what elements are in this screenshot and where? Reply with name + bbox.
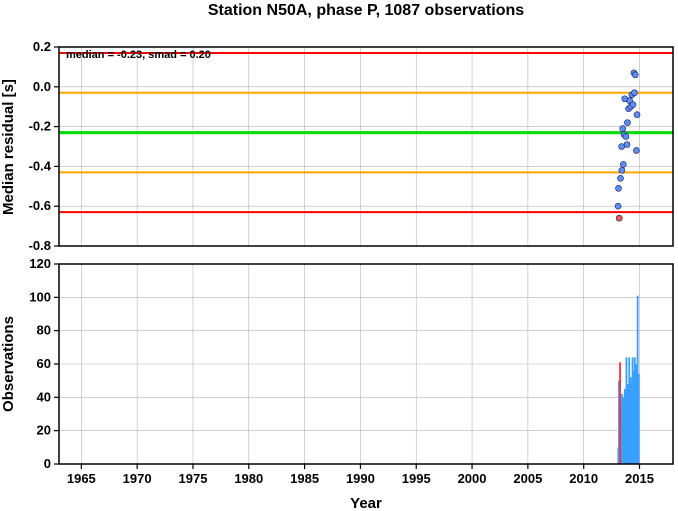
- residual-point: [620, 161, 627, 168]
- residual-point: [633, 111, 641, 118]
- y-tick-label: 40: [37, 389, 51, 404]
- x-tick-label: 1975: [179, 471, 208, 486]
- x-tick-label: 2015: [625, 471, 654, 486]
- x-tick-label: 1985: [290, 471, 319, 486]
- year-x-axis-label: Year: [350, 495, 382, 511]
- residual-point: [622, 133, 630, 140]
- residual-panel: 0.2 0.0 -0.2 -0.4 -0.6 -0.8 median = -0.23, s…: [0, 39, 674, 253]
- residual-y-axis-label: Median residual [s]: [0, 79, 17, 215]
- median-smad-annotation: median = -0.23, smad = 0.20: [66, 49, 211, 61]
- residual-point: [633, 147, 640, 154]
- observations-y-axis-label: Observations: [0, 316, 17, 412]
- residual-point: [617, 175, 624, 182]
- observation-bars: [617, 295, 640, 464]
- y-tick-label: -0.4: [29, 158, 52, 173]
- residual-y-ticks: 0.2 0.0 -0.2 -0.4 -0.6 -0.8: [29, 39, 59, 253]
- residual-point: [615, 214, 623, 222]
- observation-bar: [618, 380, 620, 464]
- x-tick-label: 1990: [346, 471, 375, 486]
- y-tick-label: -0.2: [29, 119, 51, 134]
- x-tick-label: 2000: [458, 471, 487, 486]
- residual-points: [614, 69, 641, 222]
- x-tick-label: 1995: [402, 471, 431, 486]
- residual-plot-frame: [59, 47, 673, 246]
- residual-point: [631, 71, 639, 79]
- year-x-ticks: 1965 1970 1975 1980 1985 1990 1995 2000 2005 2010…: [67, 464, 654, 486]
- x-tick-label: 1970: [123, 471, 152, 486]
- observations-panel: 0 20 40 60 80 100 120 1965 1970 1975 1980 1985 1990…: [0, 256, 674, 511]
- y-tick-label: 100: [29, 289, 51, 304]
- y-tick-label: 80: [37, 323, 51, 338]
- x-tick-label: 2005: [513, 471, 542, 486]
- y-tick-label: 20: [37, 423, 51, 438]
- residual-point: [631, 89, 638, 97]
- y-tick-label: 0.2: [33, 39, 51, 54]
- x-tick-label: 1965: [67, 471, 96, 486]
- residual-point: [619, 125, 627, 132]
- residual-point: [614, 202, 622, 210]
- residual-point: [618, 167, 626, 174]
- y-tick-label: 60: [37, 356, 51, 371]
- observation-bar: [637, 374, 640, 464]
- residual-point: [624, 119, 631, 126]
- y-tick-label: 0.0: [33, 79, 51, 94]
- chart-title: Station N50A, phase P, 1087 observations: [208, 2, 524, 19]
- residual-point: [615, 184, 622, 192]
- y-tick-label: 0: [44, 456, 51, 471]
- observation-bar: [619, 362, 621, 464]
- x-tick-label: 1980: [234, 471, 263, 486]
- y-tick-label: 120: [29, 256, 51, 271]
- x-tick-label: 2010: [569, 471, 598, 486]
- residual-point: [629, 101, 637, 109]
- residual-point: [623, 141, 631, 148]
- observations-y-ticks: 0 20 40 60 80 100 120: [29, 256, 59, 471]
- reference-lines: [59, 51, 673, 214]
- residual-plot-border: [58, 46, 674, 247]
- y-tick-label: -0.6: [29, 198, 51, 213]
- y-tick-label: -0.8: [29, 238, 51, 253]
